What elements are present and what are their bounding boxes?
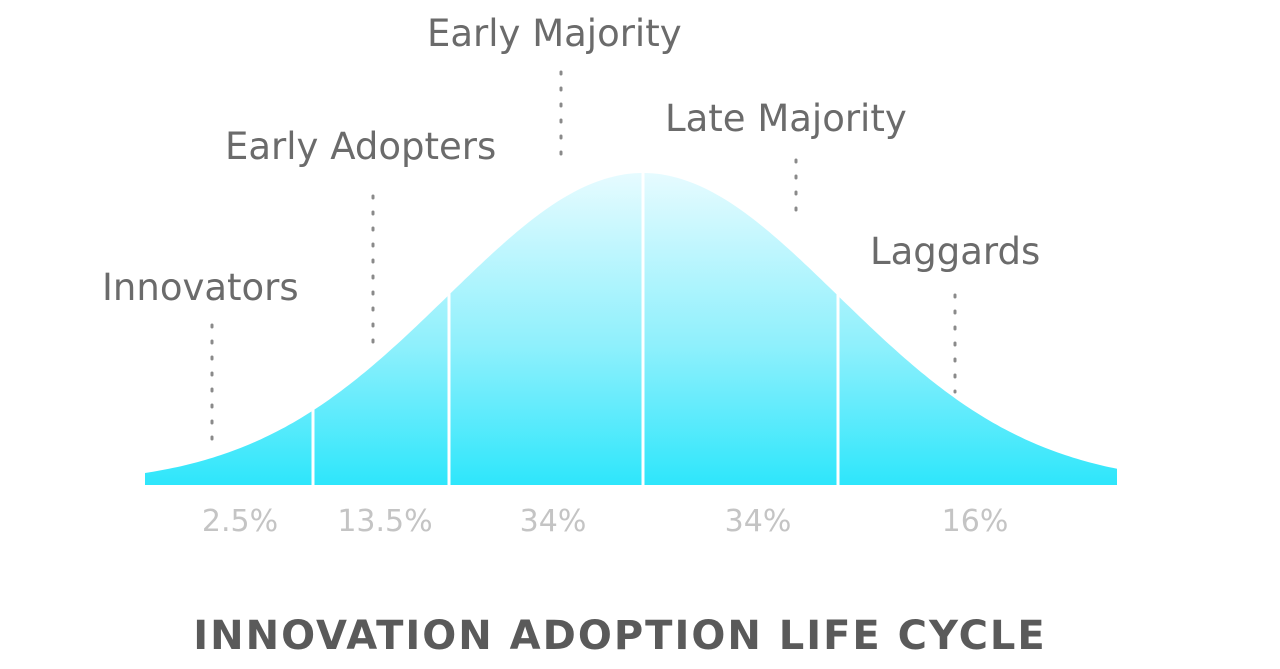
segment-dividers — [311, 171, 840, 487]
percent-late-majority: 34% — [725, 504, 792, 539]
label-early-adopters: Early Adopters — [225, 125, 496, 168]
label-leaders — [210, 70, 957, 444]
label-late-majority: Late Majority — [665, 97, 907, 140]
diagram-title: INNOVATION ADOPTION LIFE CYCLE — [193, 613, 1047, 659]
percent-early-majority: 34% — [520, 504, 587, 539]
percent-early-adopters: 13.5% — [337, 504, 432, 539]
label-innovators: Innovators — [102, 266, 299, 309]
percent-innovators: 2.5% — [202, 504, 278, 539]
label-early-majority: Early Majority — [427, 12, 682, 55]
bell-curve-area — [145, 173, 1117, 485]
label-laggards: Laggards — [870, 230, 1040, 273]
percent-laggards: 16% — [942, 504, 1009, 539]
